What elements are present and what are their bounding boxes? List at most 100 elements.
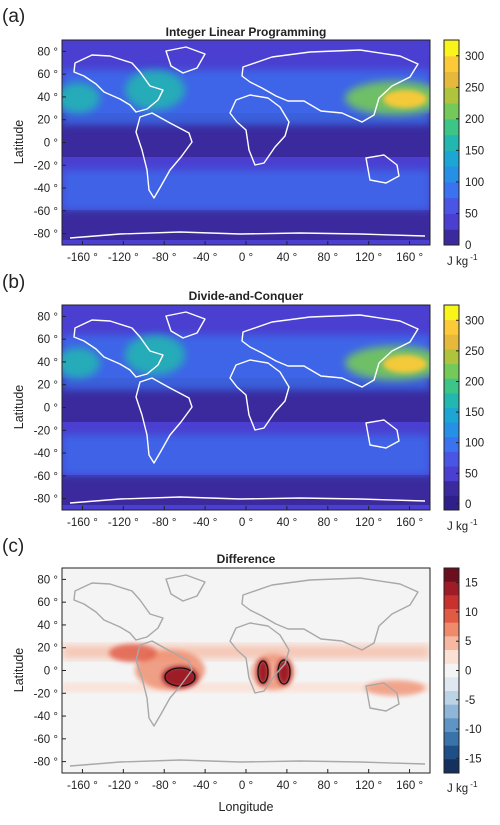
colorbar-segment: [444, 348, 459, 365]
panel-label-c: (c): [2, 536, 24, 557]
coastlines-a: [69, 46, 426, 239]
x-tick-label: -40 °: [193, 252, 217, 264]
colorbar-segment: [444, 636, 459, 651]
band-south-diff-c: [62, 683, 430, 692]
colorbar-segment: [444, 677, 459, 692]
colorbar-tick-label: 5: [465, 636, 471, 648]
colorbar-segment: [444, 436, 459, 452]
y-ticks-a: 80 ° 60 ° 40 ° 20 ° 0 ° -20 ° -40 ° -60 ° -80 °: [34, 46, 66, 241]
y-tick-label: -20 °: [34, 688, 58, 700]
y-tick-label: 40 °: [37, 357, 58, 369]
band-high-south-b: [62, 475, 430, 505]
colorbar-segment: [444, 451, 459, 467]
colorbar-segment: [444, 745, 459, 760]
colorbar-segment: [444, 663, 459, 678]
anomaly-africa-west-core-c: [257, 659, 269, 685]
y-tick-label: 80 °: [37, 574, 58, 586]
colorbar-segment: [444, 181, 459, 199]
colorbar-segment: [444, 55, 459, 73]
colorbar-ticks-c: 15 10 5 0 -5 -10 -15: [456, 578, 482, 765]
anomaly-indonesia-c: [365, 680, 425, 696]
colorbar-segment: [444, 363, 459, 379]
band-high-south-a: [62, 210, 430, 240]
y-tick-label: -80 °: [34, 757, 58, 769]
colorbar-tick-label: 100: [465, 177, 484, 189]
x-tick-label: 80 °: [317, 780, 338, 792]
x-tick-label: -40 °: [193, 780, 217, 792]
colorbar-unit-c: J kg -1: [447, 779, 478, 795]
colorbar-segment: [444, 466, 459, 482]
y-tick-label: 20 °: [37, 115, 58, 127]
colorbar-frame: [443, 39, 460, 246]
colorbar-segment: [444, 134, 459, 151]
x-tick-label: 120 °: [355, 517, 382, 529]
x-tick-label: 160 °: [396, 517, 423, 529]
colorbar-segment: [444, 319, 459, 335]
y-tick-label: -80 °: [34, 494, 58, 506]
colorbar-tick-label: 100: [465, 438, 484, 450]
y-axis-label-b: Latitude: [12, 385, 26, 430]
y-tick-label: 60 °: [37, 69, 58, 81]
band-mid-south-a: [62, 170, 430, 210]
colorbar-segment: [444, 103, 459, 120]
coastlines-c: [69, 574, 426, 767]
colorbar-tick-label: 10: [465, 607, 478, 619]
x-tick-label: 160 °: [396, 780, 423, 792]
y-tick-label: -60 °: [34, 206, 58, 218]
x-tick-label: -80 °: [152, 252, 176, 264]
panel-c: (c) Difference: [2, 536, 482, 814]
colorbar-tick-label: 0: [465, 666, 471, 678]
x-tick-label: -160 °: [67, 252, 98, 264]
x-tick-label: 0 °: [239, 517, 253, 529]
x-tick-label: 0 °: [239, 780, 253, 792]
colorbar-tick-label: 250: [465, 82, 484, 94]
colorbar-unit-a: J kg -1: [447, 252, 478, 268]
colorbar-tick-label: 300: [465, 315, 484, 327]
y-ticks-c: 80 ° 60 ° 40 ° 20 ° 0 ° -20 ° -40 ° -60 ° -80 °: [34, 574, 66, 769]
colorbar-tick-label: 300: [465, 51, 484, 63]
y-tick-label: 20 °: [37, 380, 58, 392]
y-tick-label: -20 °: [34, 425, 58, 437]
colorbar-unit-b: J kg -1: [447, 517, 478, 533]
colorbar-c: [443, 567, 460, 774]
coastlines-b: [69, 311, 426, 504]
colorbar-tick-label: 200: [465, 114, 484, 126]
y-tick-label: 0 °: [44, 138, 58, 150]
anomaly-central-america-c: [109, 644, 157, 662]
x-tick-label: -120 °: [108, 517, 139, 529]
y-tick-label: -40 °: [34, 183, 58, 195]
y-tick-label: 20 °: [37, 643, 58, 655]
colorbar-segment: [444, 407, 459, 423]
hotspot-pacific-core-a: [383, 90, 427, 108]
colorbar-tick-label: -10: [465, 724, 482, 736]
panel-b: (b) Divide-and-Conquer Latitude: [2, 272, 484, 533]
colorbar-segment: [444, 759, 459, 774]
heatmap-field-c: [62, 568, 430, 773]
y-tick-label: -40 °: [34, 448, 58, 460]
x-tick-label: -120 °: [108, 780, 139, 792]
y-axis-label-c: Latitude: [12, 648, 26, 693]
anomaly-africa-east-core-c: [277, 659, 291, 685]
chart-title-a: Integer Linear Programming: [166, 25, 327, 39]
hotspot-atlantic-b: [125, 335, 185, 375]
colorbar-segment: [444, 166, 459, 183]
x-tick-label: 40 °: [277, 517, 298, 529]
colorbar-segment: [444, 581, 459, 596]
y-tick-label: 40 °: [37, 620, 58, 632]
colorbar-tick-label: 50: [465, 468, 478, 480]
x-tick-label: -120 °: [108, 252, 139, 264]
x-tick-label: 40 °: [277, 780, 298, 792]
hotspot-pacific-core-b: [383, 355, 427, 373]
colorbar-segment: [444, 422, 459, 438]
x-tick-label: -160 °: [67, 517, 98, 529]
colorbar-tick-label: -15: [465, 753, 482, 765]
colorbar-segment: [444, 650, 459, 665]
x-ticks-b: -160 ° -120 ° -80 ° -40 ° 0 ° 40 ° 80 ° 120 ° 16…: [67, 506, 423, 529]
panel-label-b: (b): [2, 272, 25, 293]
y-tick-label: -60 °: [34, 471, 58, 483]
colorbar-tick-label: 50: [465, 208, 478, 220]
band-mid-south-b: [62, 435, 430, 475]
x-tick-label: -40 °: [193, 517, 217, 529]
x-tick-label: 40 °: [277, 252, 298, 264]
